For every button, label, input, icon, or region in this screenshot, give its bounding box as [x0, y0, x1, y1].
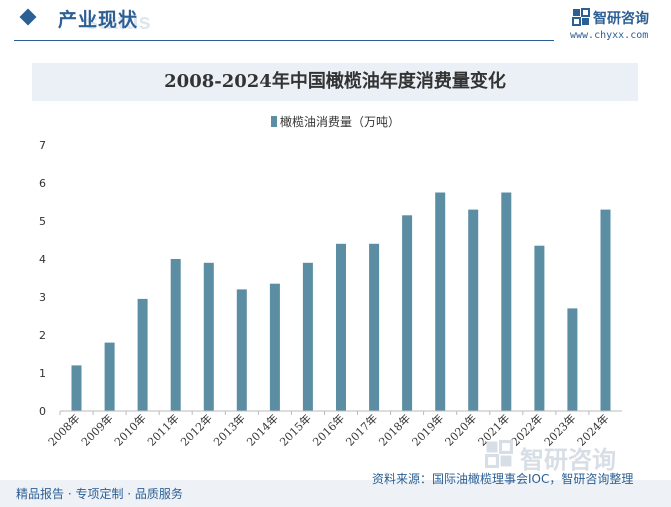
- bar: [137, 298, 148, 411]
- bar: [104, 342, 115, 411]
- bar: [567, 308, 578, 411]
- x-tick-label: 2008年: [45, 411, 82, 448]
- bar: [369, 243, 380, 411]
- bar: [600, 209, 611, 411]
- bar: [269, 283, 280, 411]
- legend-label: 橄榄油消费量（万吨）: [280, 115, 401, 129]
- y-axis: 0 1 2 3 4 5 6 7: [39, 139, 46, 418]
- title-band: [32, 63, 638, 101]
- y-tick-label: 2: [39, 329, 46, 342]
- legend-swatch: [271, 116, 277, 127]
- brand-url[interactable]: www.chyxx.com: [570, 30, 649, 41]
- bar: [236, 289, 247, 411]
- x-tick-label: 2015年: [277, 411, 314, 448]
- y-tick-label: 1: [39, 367, 46, 380]
- watermark-logo-icon: [485, 440, 513, 468]
- chart-title: 2008-2024年中国橄榄油年度消费量变化: [164, 71, 506, 92]
- watermark-text: 智研咨询: [520, 446, 616, 474]
- x-tick-label: 2013年: [210, 411, 247, 448]
- footer-band: [0, 480, 671, 507]
- chart-legend: 橄榄油消费量（万吨）: [271, 113, 400, 130]
- header-divider: [14, 40, 554, 41]
- x-tick-label: 2009年: [78, 411, 115, 448]
- x-tick-label: 2011年: [144, 411, 181, 448]
- bar: [203, 262, 214, 411]
- x-tick-label: 2018年: [376, 411, 413, 448]
- x-tick-label: 2012年: [177, 411, 214, 448]
- x-tick-label: 2014年: [244, 411, 281, 448]
- bar: [435, 192, 446, 411]
- bar: [336, 243, 346, 411]
- header: status 产业现状 智研咨询 www.chyxx.com: [0, 0, 671, 44]
- bars: [71, 192, 611, 411]
- bar: [71, 365, 82, 411]
- y-tick-label: 3: [39, 291, 46, 304]
- x-tick-label: 2017年: [343, 411, 380, 448]
- bar: [402, 215, 413, 411]
- brand-name: 智研咨询: [593, 11, 649, 27]
- y-tick-label: 0: [39, 405, 46, 418]
- y-tick-label: 6: [39, 177, 46, 190]
- bar: [468, 209, 479, 411]
- source-note: 资料来源：国际油橄榄理事会IOC，智研咨询整理: [372, 472, 634, 486]
- bar: [170, 259, 181, 411]
- brand-logo-icon: [572, 8, 590, 26]
- x-tick-label: 2010年: [111, 411, 148, 448]
- bar: [501, 192, 512, 411]
- x-tick-label: 2019年: [409, 411, 446, 448]
- bar: [302, 262, 313, 411]
- section-title: 产业现状: [58, 9, 139, 31]
- y-tick-label: 5: [39, 215, 46, 228]
- section-subtitle: status: [86, 9, 151, 34]
- footer-slogan: 精品报告 · 专项定制 · 品质服务: [16, 487, 183, 501]
- x-tick-label: 2020年: [442, 411, 479, 448]
- y-tick-label: 7: [39, 139, 46, 152]
- bar: [534, 245, 545, 411]
- y-tick-label: 4: [39, 253, 46, 266]
- x-tick-label: 2016年: [310, 411, 347, 448]
